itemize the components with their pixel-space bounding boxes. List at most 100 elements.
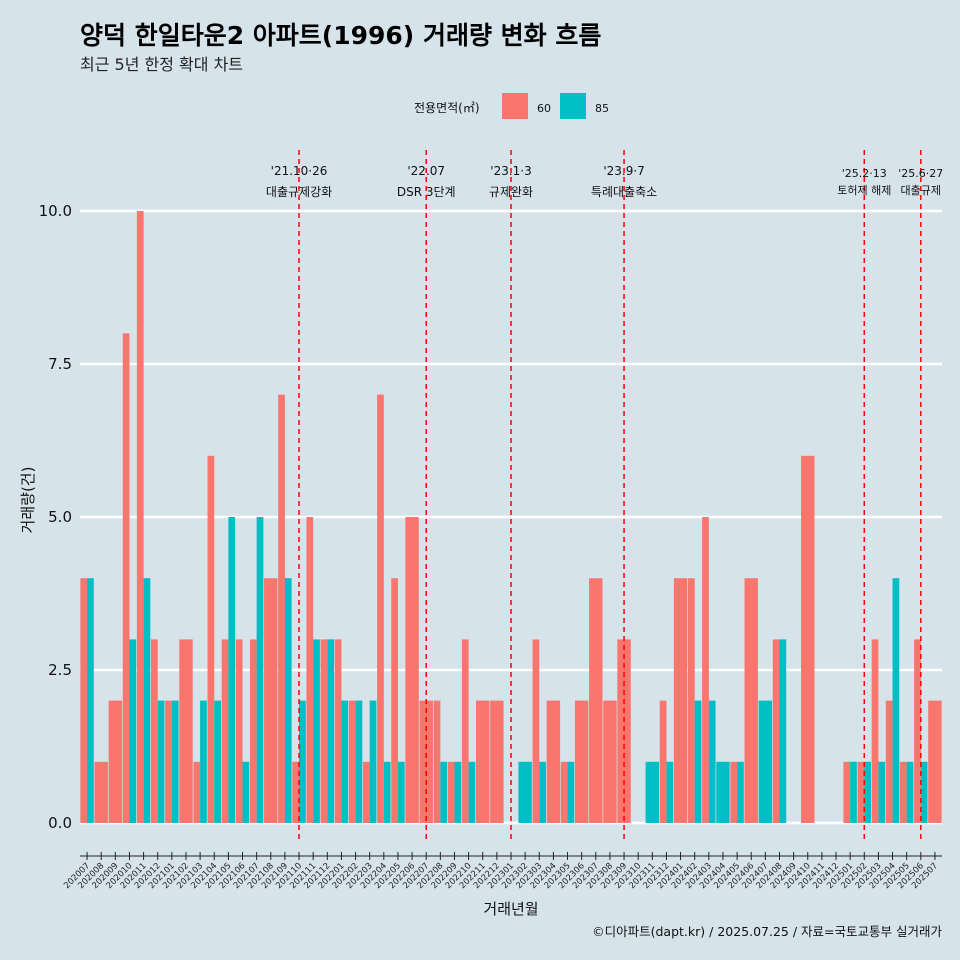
bar-60 (885, 700, 893, 823)
event-desc-label: 토허제 해제 (837, 183, 891, 197)
bar-60 (377, 394, 384, 823)
bar-85 (157, 700, 165, 823)
bar-85 (708, 700, 716, 823)
bar-85 (892, 578, 900, 823)
bar-85 (737, 761, 744, 823)
bar-60 (461, 639, 469, 823)
bar-85 (440, 761, 448, 823)
bar-60 (151, 639, 158, 823)
bar-60 (94, 761, 108, 823)
legend: 전용면적(㎡) 60 85 (414, 93, 609, 119)
bar-60 (490, 700, 504, 823)
bar-60 (193, 761, 201, 823)
event-markers: '21.10·26 대출규제강화 '22.07 DSR 3단계 '23.1·3 규제완화 '… (266, 150, 943, 840)
bar-60 (772, 639, 780, 823)
event-date-label: '23.9·7 (603, 164, 644, 178)
bar-60 (899, 761, 907, 823)
bar-60 (730, 761, 738, 823)
bar-85 (779, 639, 787, 823)
bar-60 (673, 578, 688, 823)
event-date-label: '21.10·26 (271, 164, 328, 178)
bar-60 (334, 639, 342, 823)
bar-60 (278, 394, 285, 823)
bar-85 (666, 761, 674, 823)
y-axis-ticks: 0.0 2.5 5.0 7.5 10.0 (39, 202, 72, 832)
bar-85 (850, 761, 857, 823)
bar-85 (539, 761, 546, 823)
bar-85 (567, 761, 575, 823)
bar-60 (560, 761, 568, 823)
bar-60 (80, 578, 88, 823)
bar-85 (256, 517, 264, 823)
event-desc-label: 규제완화 (489, 185, 533, 199)
bar-60 (476, 700, 490, 823)
event-date-label: '23.1·3 (490, 164, 531, 178)
bar-60 (235, 639, 243, 823)
bar-60 (292, 761, 300, 823)
chart-subtitle: 최근 5년 한정 확대 차트 (80, 55, 243, 74)
bar-85 (716, 761, 730, 823)
y-axis-title: 거래량(건) (19, 467, 37, 534)
x-axis: 2020072020082020092020102020112020122021… (62, 852, 942, 891)
bar-85 (313, 639, 320, 823)
caption: ©디아파트(dapt.kr) / 2025.07.25 / 자료=국토교통부 실… (592, 924, 942, 939)
bar-85 (87, 578, 94, 823)
event-date-label: '22.07 (407, 164, 445, 178)
y-tick-label: 10.0 (39, 202, 72, 220)
bar-85 (129, 639, 137, 823)
bar-60 (574, 700, 589, 823)
bar-60 (928, 700, 942, 823)
bar-85 (468, 761, 476, 823)
bar-85 (284, 578, 292, 823)
event-desc-label: DSR 3단계 (397, 185, 456, 199)
bar-60 (433, 700, 441, 823)
bar-85 (645, 761, 660, 823)
bar-85 (200, 700, 207, 823)
bar-85 (397, 761, 405, 823)
bar-85 (906, 761, 914, 823)
bar-60 (687, 578, 695, 823)
bar-60 (447, 761, 455, 823)
legend-swatch-60 (502, 93, 528, 119)
chart-title: 양덕 한일타운2 아파트(1996) 거래량 변화 흐름 (80, 21, 601, 50)
bar-85 (228, 517, 236, 823)
bar-85 (758, 700, 773, 823)
bar-60 (348, 700, 356, 823)
bar-60 (391, 578, 398, 823)
bar-60 (320, 639, 328, 823)
event-date-label: '25.2·13 (842, 167, 887, 180)
bar-60 (264, 578, 278, 823)
bar-60 (532, 639, 540, 823)
bar-60 (362, 761, 370, 823)
bar-85 (454, 761, 462, 823)
bar-85 (864, 761, 871, 823)
bar-60 (617, 639, 631, 823)
bar-85 (242, 761, 250, 823)
bar-60 (603, 700, 617, 823)
bar-85 (383, 761, 391, 823)
bar-60 (207, 455, 215, 823)
bar-60 (136, 211, 144, 823)
bar-60 (843, 761, 851, 823)
bar-60 (249, 639, 257, 823)
y-tick-label: 5.0 (48, 508, 72, 526)
bar-85 (143, 578, 151, 823)
bar-60 (108, 700, 123, 823)
y-tick-label: 7.5 (48, 355, 72, 373)
bar-85 (694, 700, 702, 823)
bar-85 (171, 700, 179, 823)
bar-60 (871, 639, 879, 823)
bar-60 (546, 700, 561, 823)
bar-60 (702, 517, 709, 823)
bar-60 (419, 700, 433, 823)
bar-85 (878, 761, 886, 823)
bar-60 (122, 333, 130, 823)
bar-85 (327, 639, 335, 823)
y-tick-label: 0.0 (48, 814, 72, 832)
bar-60 (589, 578, 603, 823)
bar-85 (518, 761, 532, 823)
y-tick-label: 2.5 (48, 661, 72, 679)
event-desc-label: 대출규제강화 (266, 185, 332, 199)
